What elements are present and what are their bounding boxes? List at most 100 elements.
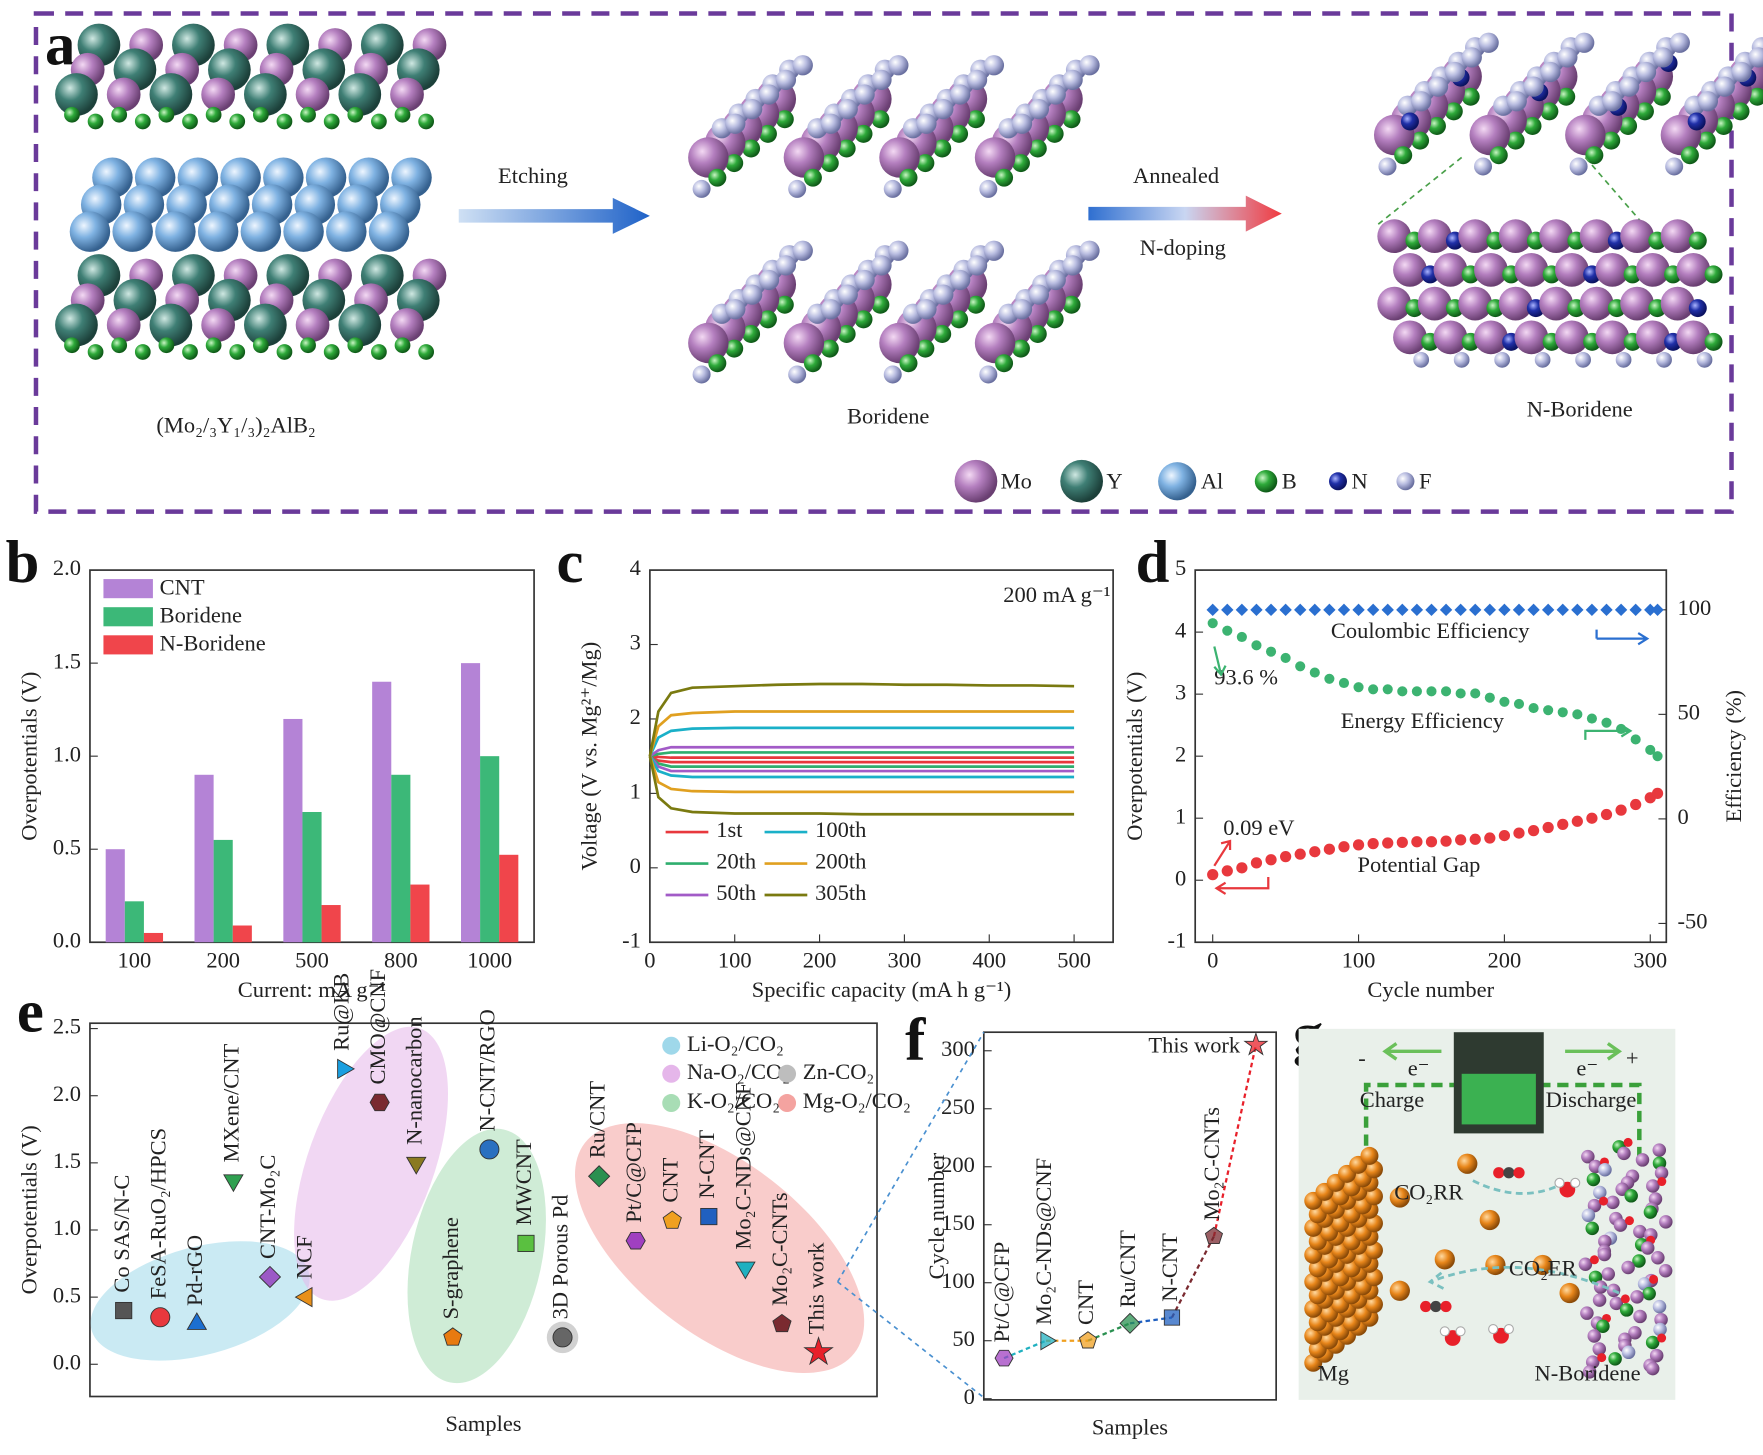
atom [205,337,222,354]
marker [1542,821,1554,834]
marker [1585,603,1599,616]
process-label: Charge [1360,1087,1425,1112]
atom [1413,351,1430,368]
marker [994,1349,1014,1367]
atom [1581,1208,1596,1223]
bar [105,849,125,943]
point-label: N-CNT/RGO [475,1009,500,1131]
y-tick-label: 2 [1175,741,1186,766]
marker [1512,603,1526,616]
line [648,755,1075,816]
atom [1479,1209,1500,1231]
marker [1586,713,1597,724]
atom [933,284,954,305]
electrode-label: N-Boridene [1535,1360,1641,1385]
atom [979,365,998,384]
marker [1470,688,1481,699]
atom [950,124,969,143]
marker [1527,824,1540,837]
atom [1585,1221,1599,1236]
atom [1617,1146,1631,1161]
marker [1439,603,1453,616]
atom [326,211,367,252]
atom [323,344,340,360]
link-line [837,1281,985,1399]
point-label: N-CNT [694,1130,719,1199]
atom [871,69,892,90]
bar [372,681,392,943]
y-tick-label: 4 [630,555,641,580]
y-tick-label: 2.5 [53,1014,81,1039]
atom [418,344,435,360]
atom [1633,1309,1647,1324]
molecule [1513,1167,1525,1179]
atom [1609,1296,1624,1311]
y-tick-label: 0.0 [53,927,81,952]
atom [883,365,902,384]
terminal: - [1358,1045,1365,1070]
process-label: Discharge [1546,1087,1637,1112]
marker [1601,717,1612,728]
atom [1597,1353,1607,1363]
atom [1045,84,1066,105]
marker [1543,705,1554,716]
atom [390,308,424,342]
bar [194,774,214,943]
atom [87,113,104,130]
point-label: Mo₂C-NDs@CNF [1031,1158,1056,1325]
atom [1254,470,1278,493]
y-tick-label: 100 [941,1268,975,1293]
atom [1474,157,1493,176]
marker [1040,1330,1058,1351]
atom [371,113,387,130]
x-tick-label: 100 [118,948,152,973]
atom [883,179,902,198]
atom [1620,1294,1630,1304]
atom [783,322,825,364]
atom [1389,1280,1410,1301]
atom [201,77,235,112]
atom [1704,265,1723,284]
marker [258,1265,282,1289]
atom [1619,116,1638,135]
marker [1600,603,1613,616]
atom [1494,351,1511,368]
atom [1582,1365,1597,1379]
marker [1366,603,1380,616]
atom [1461,87,1480,106]
y-tick-label: 50 [952,1326,974,1351]
atom [1731,102,1750,121]
y-tick-label: 1.5 [53,1148,81,1173]
molecule [1488,1323,1499,1335]
marker [1484,692,1495,703]
atom [112,211,153,252]
atom [1595,253,1630,287]
y-tick-label: 3 [630,630,641,655]
atom [792,240,813,261]
marker [1651,787,1664,800]
atom [1656,351,1672,368]
legend-label: Na-O₂/CO₂ [687,1059,790,1084]
point-label: Ru/CNT [584,1081,609,1159]
marker [337,1058,355,1080]
point-label: MWCNT [511,1139,536,1225]
atom [1478,32,1499,53]
atom [69,211,111,252]
atom [1574,32,1595,53]
atom [1158,462,1197,501]
legend-label: N [1351,469,1367,494]
atom [742,98,763,120]
atom [1619,76,1640,97]
y-tick-label: 0 [964,1384,975,1409]
legend-label: 200th [815,849,866,874]
connector [1212,1044,1258,1237]
marker [1441,686,1452,697]
atom [974,137,1016,178]
atom [1654,1166,1669,1180]
atom [995,354,1014,373]
atom [1688,231,1707,250]
atom [1633,1224,1647,1239]
atom [158,337,175,354]
atom [1652,1143,1667,1157]
plot-frame [982,1031,1277,1401]
